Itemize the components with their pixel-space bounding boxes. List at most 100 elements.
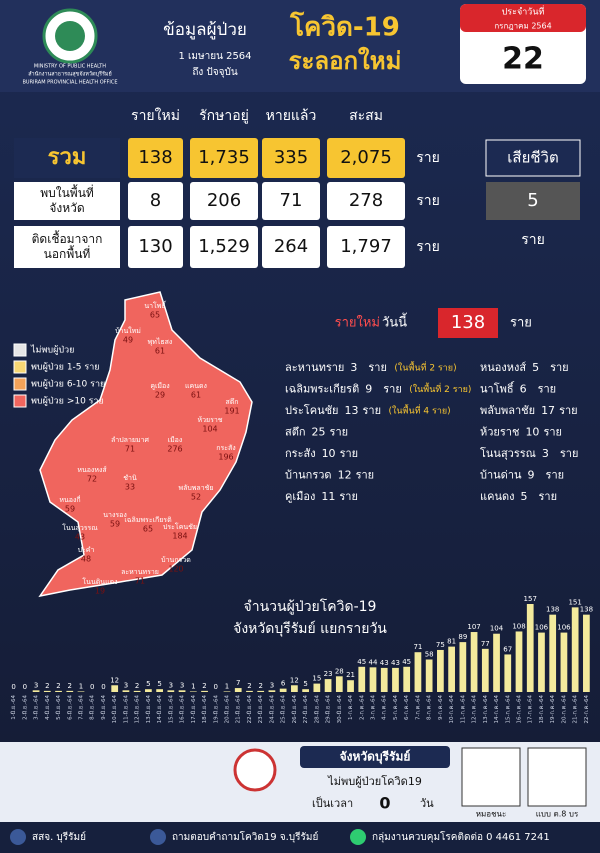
bar-label: 77	[481, 640, 490, 648]
bar	[167, 690, 175, 692]
bar	[302, 689, 309, 692]
value-text: 8	[150, 190, 161, 211]
district-value: 65	[150, 311, 160, 320]
x-tick-label: 26-มิ.ย.-64	[291, 695, 298, 724]
x-tick-label: 8-ก.ค.-64	[427, 695, 433, 720]
bar	[347, 680, 354, 692]
bar	[437, 649, 444, 692]
x-tick-label: 5-มิ.ย.-64	[55, 695, 62, 720]
district-name: นาโพธิ์	[480, 381, 515, 396]
bar-label: 1	[191, 682, 195, 690]
row-label: นอกพื้นที่	[44, 245, 91, 261]
value-box	[262, 138, 320, 178]
district-cases: 11	[321, 490, 335, 503]
value-box	[327, 226, 405, 268]
x-tick-label: 10-มิ.ย.-64	[111, 695, 118, 724]
bar-label: 3	[124, 681, 128, 689]
district-unit: ราย	[550, 361, 569, 374]
column-header: หายแล้ว	[266, 108, 317, 124]
value-text: 71	[280, 190, 303, 211]
district-unit: ราย	[340, 447, 359, 460]
value-box	[327, 138, 405, 178]
bottom-days-unit: วัน	[420, 797, 434, 810]
row-label: ติดเชื้อมาจาก	[32, 230, 103, 246]
bar-label: 3	[169, 681, 173, 689]
bar	[55, 690, 62, 692]
deaths-unit: ราย	[521, 232, 545, 248]
district-name: กระสัง	[216, 444, 235, 452]
district-name: แคนดง	[480, 490, 514, 503]
bar-label: 151	[568, 598, 581, 606]
row-label-box	[14, 138, 120, 178]
district-name: นางรอง	[103, 511, 127, 519]
district-value: 49	[123, 336, 133, 345]
x-tick-label: 21-มิ.ย.-64	[235, 695, 242, 724]
district-name: กระสัง	[285, 447, 316, 460]
bar-label: 0	[23, 683, 27, 691]
district-unit: ราย	[363, 404, 382, 417]
today-value: 138	[451, 312, 485, 333]
value-text: 130	[138, 236, 172, 257]
mascot	[233, 748, 277, 792]
x-tick-label: 22-มิ.ย.-64	[246, 695, 253, 724]
x-tick-label: 14-ก.ค.-64	[494, 695, 500, 724]
district-name: คูเมือง	[285, 490, 315, 503]
bar	[335, 676, 343, 692]
deaths-label: เสียชีวิต	[507, 149, 558, 167]
bar	[481, 648, 489, 692]
district-cases: 6	[520, 383, 527, 396]
bar	[515, 631, 523, 692]
x-tick-label: 29-มิ.ย.-64	[325, 695, 332, 724]
bar	[425, 659, 433, 692]
bar-label: 0	[90, 683, 94, 691]
district-unit: ราย	[383, 383, 402, 396]
x-tick-label: 12-ก.ค.-64	[472, 695, 478, 724]
district-name: ชำนิ	[123, 474, 137, 482]
x-tick-label: 17-มิ.ย.-64	[190, 695, 197, 724]
legend-swatch	[13, 394, 27, 408]
bar-label: 2	[45, 682, 49, 690]
legend-swatch	[13, 377, 27, 391]
row-label-box	[14, 226, 120, 268]
bar	[111, 685, 119, 692]
calendar-month: กรกฎาคม 2564	[494, 22, 551, 31]
district-cases: 9	[365, 383, 372, 396]
bar-label: 2	[135, 682, 139, 690]
legend-label: พบผู้ป่วย 6-10 ราย	[31, 379, 105, 390]
bar-label: 43	[380, 659, 389, 667]
bar-label: 106	[557, 624, 571, 632]
district-name: เฉลิมพระเกียรติ	[124, 516, 172, 524]
district-value: 71	[135, 577, 145, 586]
x-tick-label: 25-มิ.ย.-64	[280, 695, 287, 724]
x-tick-label: 1-ก.ค.-64	[348, 695, 354, 720]
district-name: โนนดินแดง	[82, 577, 117, 586]
x-tick-label: 6-มิ.ย.-64	[66, 695, 73, 720]
bar-label: 3	[270, 681, 274, 689]
district-value: 196	[218, 453, 233, 462]
bar	[470, 632, 478, 692]
bar-label: 2	[247, 682, 251, 690]
district-name: ละหานทราย	[285, 361, 344, 374]
x-tick-label: 17-ก.ค.-64	[528, 695, 534, 724]
bar-label: 45	[402, 658, 411, 666]
x-tick-label: 3-มิ.ย.-64	[33, 695, 40, 720]
district-unit: ราย	[330, 426, 349, 439]
bar-label: 43	[391, 659, 400, 667]
deaths-value: 5	[527, 190, 538, 211]
x-tick-label: 9-ก.ค.-64	[438, 695, 444, 720]
district-name: บ้านกรวด	[285, 469, 332, 482]
district-value: 43	[75, 533, 85, 542]
bar	[369, 667, 377, 692]
district-value: 120	[168, 565, 183, 574]
bar-label: 89	[458, 633, 467, 641]
district-name: หนองหงส์	[480, 361, 526, 374]
x-tick-label: 19-ก.ค.-64	[550, 695, 556, 724]
x-tick-label: 16-มิ.ย.-64	[179, 695, 186, 724]
x-tick-label: 14-มิ.ย.-64	[156, 695, 163, 724]
x-tick-label: 21-ก.ค.-64	[573, 695, 579, 724]
district-value: 33	[125, 483, 135, 492]
x-tick-label: 18-ก.ค.-64	[539, 695, 545, 724]
value-box	[190, 226, 258, 268]
bar	[358, 666, 366, 692]
